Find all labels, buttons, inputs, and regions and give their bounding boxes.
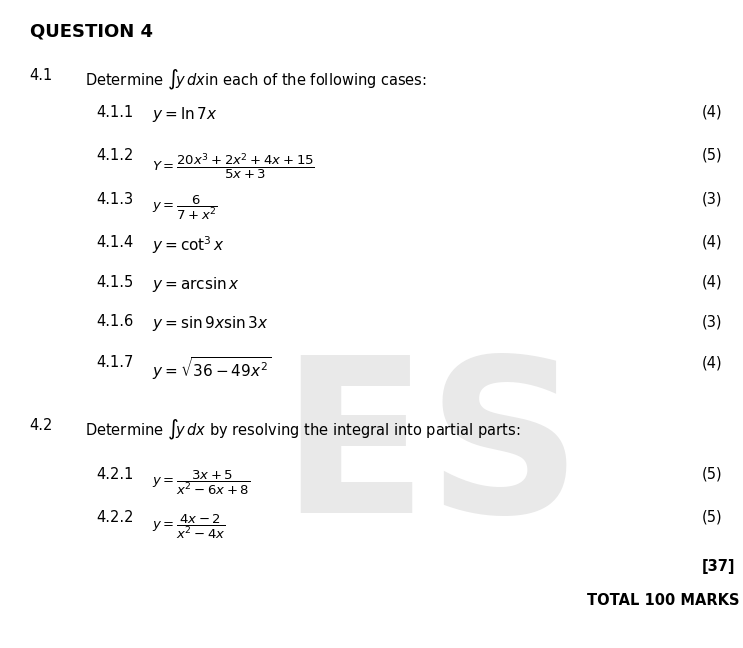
Text: (4): (4) — [702, 105, 723, 120]
Text: $y = \arcsin x$: $y = \arcsin x$ — [152, 275, 240, 294]
Text: (5): (5) — [702, 467, 723, 481]
Text: (3): (3) — [702, 192, 723, 207]
Text: Determine $\int\!y\,dx$in each of the following cases:: Determine $\int\!y\,dx$in each of the fo… — [85, 68, 427, 92]
Text: QUESTION 4: QUESTION 4 — [30, 23, 153, 41]
Text: 4.1.6: 4.1.6 — [97, 314, 134, 329]
Text: (4): (4) — [702, 235, 723, 249]
Text: $y = \dfrac{3x+5}{x^2-6x+8}$: $y = \dfrac{3x+5}{x^2-6x+8}$ — [152, 469, 250, 498]
Text: 4.1.7: 4.1.7 — [97, 355, 134, 370]
Text: $Y = \dfrac{20x^3+2x^2+4x+15}{5x+3}$: $Y = \dfrac{20x^3+2x^2+4x+15}{5x+3}$ — [152, 151, 315, 181]
Text: 4.1.4: 4.1.4 — [97, 235, 134, 249]
Text: ES: ES — [280, 349, 582, 558]
Text: $y = \dfrac{4x-2}{x^2-4x}$: $y = \dfrac{4x-2}{x^2-4x}$ — [152, 513, 226, 541]
Text: 4.1.2: 4.1.2 — [97, 148, 134, 163]
Text: TOTAL 100 MARKS: TOTAL 100 MARKS — [587, 593, 739, 608]
Text: $y = \ln 7x$: $y = \ln 7x$ — [152, 105, 218, 124]
Text: 4.2.2: 4.2.2 — [97, 510, 134, 525]
Text: 4.2: 4.2 — [30, 418, 53, 433]
Text: Determine $\int\!y\,dx$ by resolving the integral into partial parts:: Determine $\int\!y\,dx$ by resolving the… — [85, 418, 521, 442]
Text: (4): (4) — [702, 275, 723, 290]
Text: $y = \cot^3 x$: $y = \cot^3 x$ — [152, 235, 225, 256]
Text: (4): (4) — [702, 355, 723, 370]
Text: 4.2.1: 4.2.1 — [97, 467, 134, 481]
Text: 4.1: 4.1 — [30, 68, 53, 83]
Text: 4.1.5: 4.1.5 — [97, 275, 134, 290]
Text: [37]: [37] — [702, 559, 736, 573]
Text: $y = \sin 9x \sin 3x$: $y = \sin 9x \sin 3x$ — [152, 314, 269, 333]
Text: 4.1.1: 4.1.1 — [97, 105, 134, 120]
Text: (5): (5) — [702, 510, 723, 525]
Text: (5): (5) — [702, 148, 723, 163]
Text: $y = \sqrt{36 - 49x^2}$: $y = \sqrt{36 - 49x^2}$ — [152, 355, 272, 382]
Text: (3): (3) — [702, 314, 723, 329]
Text: 4.1.3: 4.1.3 — [97, 192, 134, 207]
Text: $y = \dfrac{6}{7+x^2}$: $y = \dfrac{6}{7+x^2}$ — [152, 194, 218, 222]
